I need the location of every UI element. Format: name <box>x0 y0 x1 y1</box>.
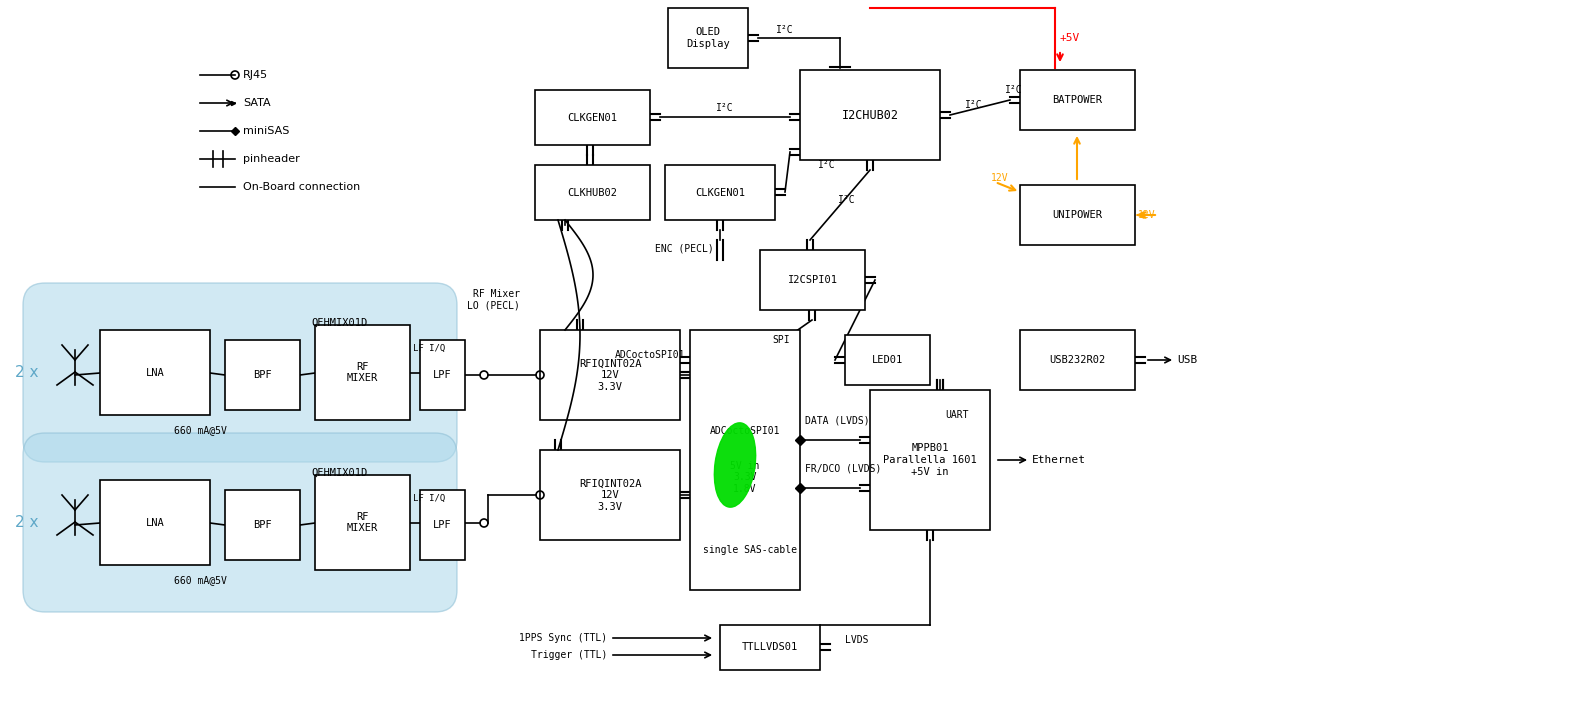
Bar <box>1021 70 1134 130</box>
Text: 2 x: 2 x <box>16 515 40 530</box>
Bar <box>224 340 300 410</box>
FancyBboxPatch shape <box>24 283 457 462</box>
Text: 660 mA@5V: 660 mA@5V <box>174 425 226 435</box>
Text: USB: USB <box>1177 355 1198 365</box>
Text: BPF: BPF <box>253 520 272 530</box>
Text: On-Board connection: On-Board connection <box>243 182 360 192</box>
Text: 660 mA@5V: 660 mA@5V <box>174 575 226 585</box>
Text: CLKGEN01: CLKGEN01 <box>567 112 618 123</box>
Text: I²C: I²C <box>776 25 793 35</box>
Text: BPF: BPF <box>253 370 272 380</box>
Text: QFHMIX01D: QFHMIX01D <box>311 468 368 478</box>
Bar <box>668 8 747 68</box>
Text: TTLLVDS01: TTLLVDS01 <box>743 642 798 652</box>
Bar <box>720 625 820 670</box>
Bar <box>100 480 210 565</box>
Text: I²C: I²C <box>818 160 836 170</box>
Bar <box>1021 185 1134 245</box>
Text: 12V: 12V <box>1138 210 1155 220</box>
Text: RF Mixer
LO (PECL): RF Mixer LO (PECL) <box>468 289 520 311</box>
Text: Trigger (TTL): Trigger (TTL) <box>531 650 607 660</box>
Text: LF I/Q: LF I/Q <box>412 344 446 352</box>
Text: 12V: 12V <box>991 173 1008 183</box>
Text: I²C: I²C <box>716 103 733 113</box>
Text: I²C: I²C <box>1005 85 1022 95</box>
Bar <box>690 330 799 590</box>
Bar <box>224 490 300 560</box>
Text: SATA: SATA <box>243 98 270 108</box>
Bar <box>536 90 649 145</box>
Text: BATPOWER: BATPOWER <box>1052 95 1103 105</box>
Text: SPI: SPI <box>773 335 790 345</box>
Bar <box>760 250 864 310</box>
Text: MPPB01
Parallella 1601
+5V in: MPPB01 Parallella 1601 +5V in <box>883 444 976 476</box>
Text: LED01: LED01 <box>872 355 904 365</box>
Text: miniSAS: miniSAS <box>243 126 289 136</box>
Text: RFIQINT02A
12V
3.3V: RFIQINT02A 12V 3.3V <box>578 478 641 512</box>
Text: DATA (LVDS): DATA (LVDS) <box>804 415 869 425</box>
Text: UART: UART <box>945 410 969 420</box>
Bar <box>420 340 465 410</box>
Text: LNA: LNA <box>145 368 164 378</box>
Text: OLED
Display: OLED Display <box>686 28 730 49</box>
Text: ADCoctoSPI01


5V in
3.3V
1.8V: ADCoctoSPI01 5V in 3.3V 1.8V <box>709 426 781 494</box>
Text: LPF: LPF <box>433 370 452 380</box>
Text: RJ45: RJ45 <box>243 70 269 80</box>
Text: LVDS: LVDS <box>845 635 869 645</box>
Text: 1PPS Sync (TTL): 1PPS Sync (TTL) <box>518 633 607 643</box>
FancyBboxPatch shape <box>24 433 457 612</box>
Text: LF I/Q: LF I/Q <box>412 494 446 502</box>
Text: QFHMIX01D: QFHMIX01D <box>311 318 368 328</box>
Text: I²C: I²C <box>837 195 856 205</box>
Text: I²C: I²C <box>965 100 983 110</box>
Text: CLKGEN01: CLKGEN01 <box>695 188 746 197</box>
Text: pinheader: pinheader <box>243 154 300 164</box>
Bar <box>536 165 649 220</box>
Text: USB232R02: USB232R02 <box>1049 355 1106 365</box>
Text: UNIPOWER: UNIPOWER <box>1052 210 1103 220</box>
Text: ENC (PECL): ENC (PECL) <box>656 243 714 253</box>
Bar <box>845 335 931 385</box>
Text: I2CSPI01: I2CSPI01 <box>787 275 837 285</box>
Bar <box>1021 330 1134 390</box>
Text: LNA: LNA <box>145 518 164 528</box>
Text: RFIQINT02A
12V
3.3V: RFIQINT02A 12V 3.3V <box>578 358 641 392</box>
Text: CLKHUB02: CLKHUB02 <box>567 188 618 197</box>
Bar <box>871 390 991 530</box>
Bar <box>540 450 679 540</box>
Text: I2CHUB02: I2CHUB02 <box>842 109 899 122</box>
Bar <box>420 490 465 560</box>
Bar <box>314 475 409 570</box>
Text: LPF: LPF <box>433 520 452 530</box>
Ellipse shape <box>714 423 755 507</box>
Bar <box>540 330 679 420</box>
Bar <box>100 330 210 415</box>
Text: +5V: +5V <box>1060 33 1081 43</box>
Text: 2 x: 2 x <box>16 365 40 380</box>
Text: ADCoctoSPI01: ADCoctoSPI01 <box>615 350 686 360</box>
Bar <box>665 165 776 220</box>
Bar <box>314 325 409 420</box>
Text: Ethernet: Ethernet <box>1032 455 1085 465</box>
Text: RF
MIXER: RF MIXER <box>348 512 378 534</box>
Text: FR/DCO (LVDS): FR/DCO (LVDS) <box>804 463 882 473</box>
Text: RF
MIXER: RF MIXER <box>348 362 378 384</box>
Bar <box>799 70 940 160</box>
Text: single SAS-cable: single SAS-cable <box>703 545 796 555</box>
